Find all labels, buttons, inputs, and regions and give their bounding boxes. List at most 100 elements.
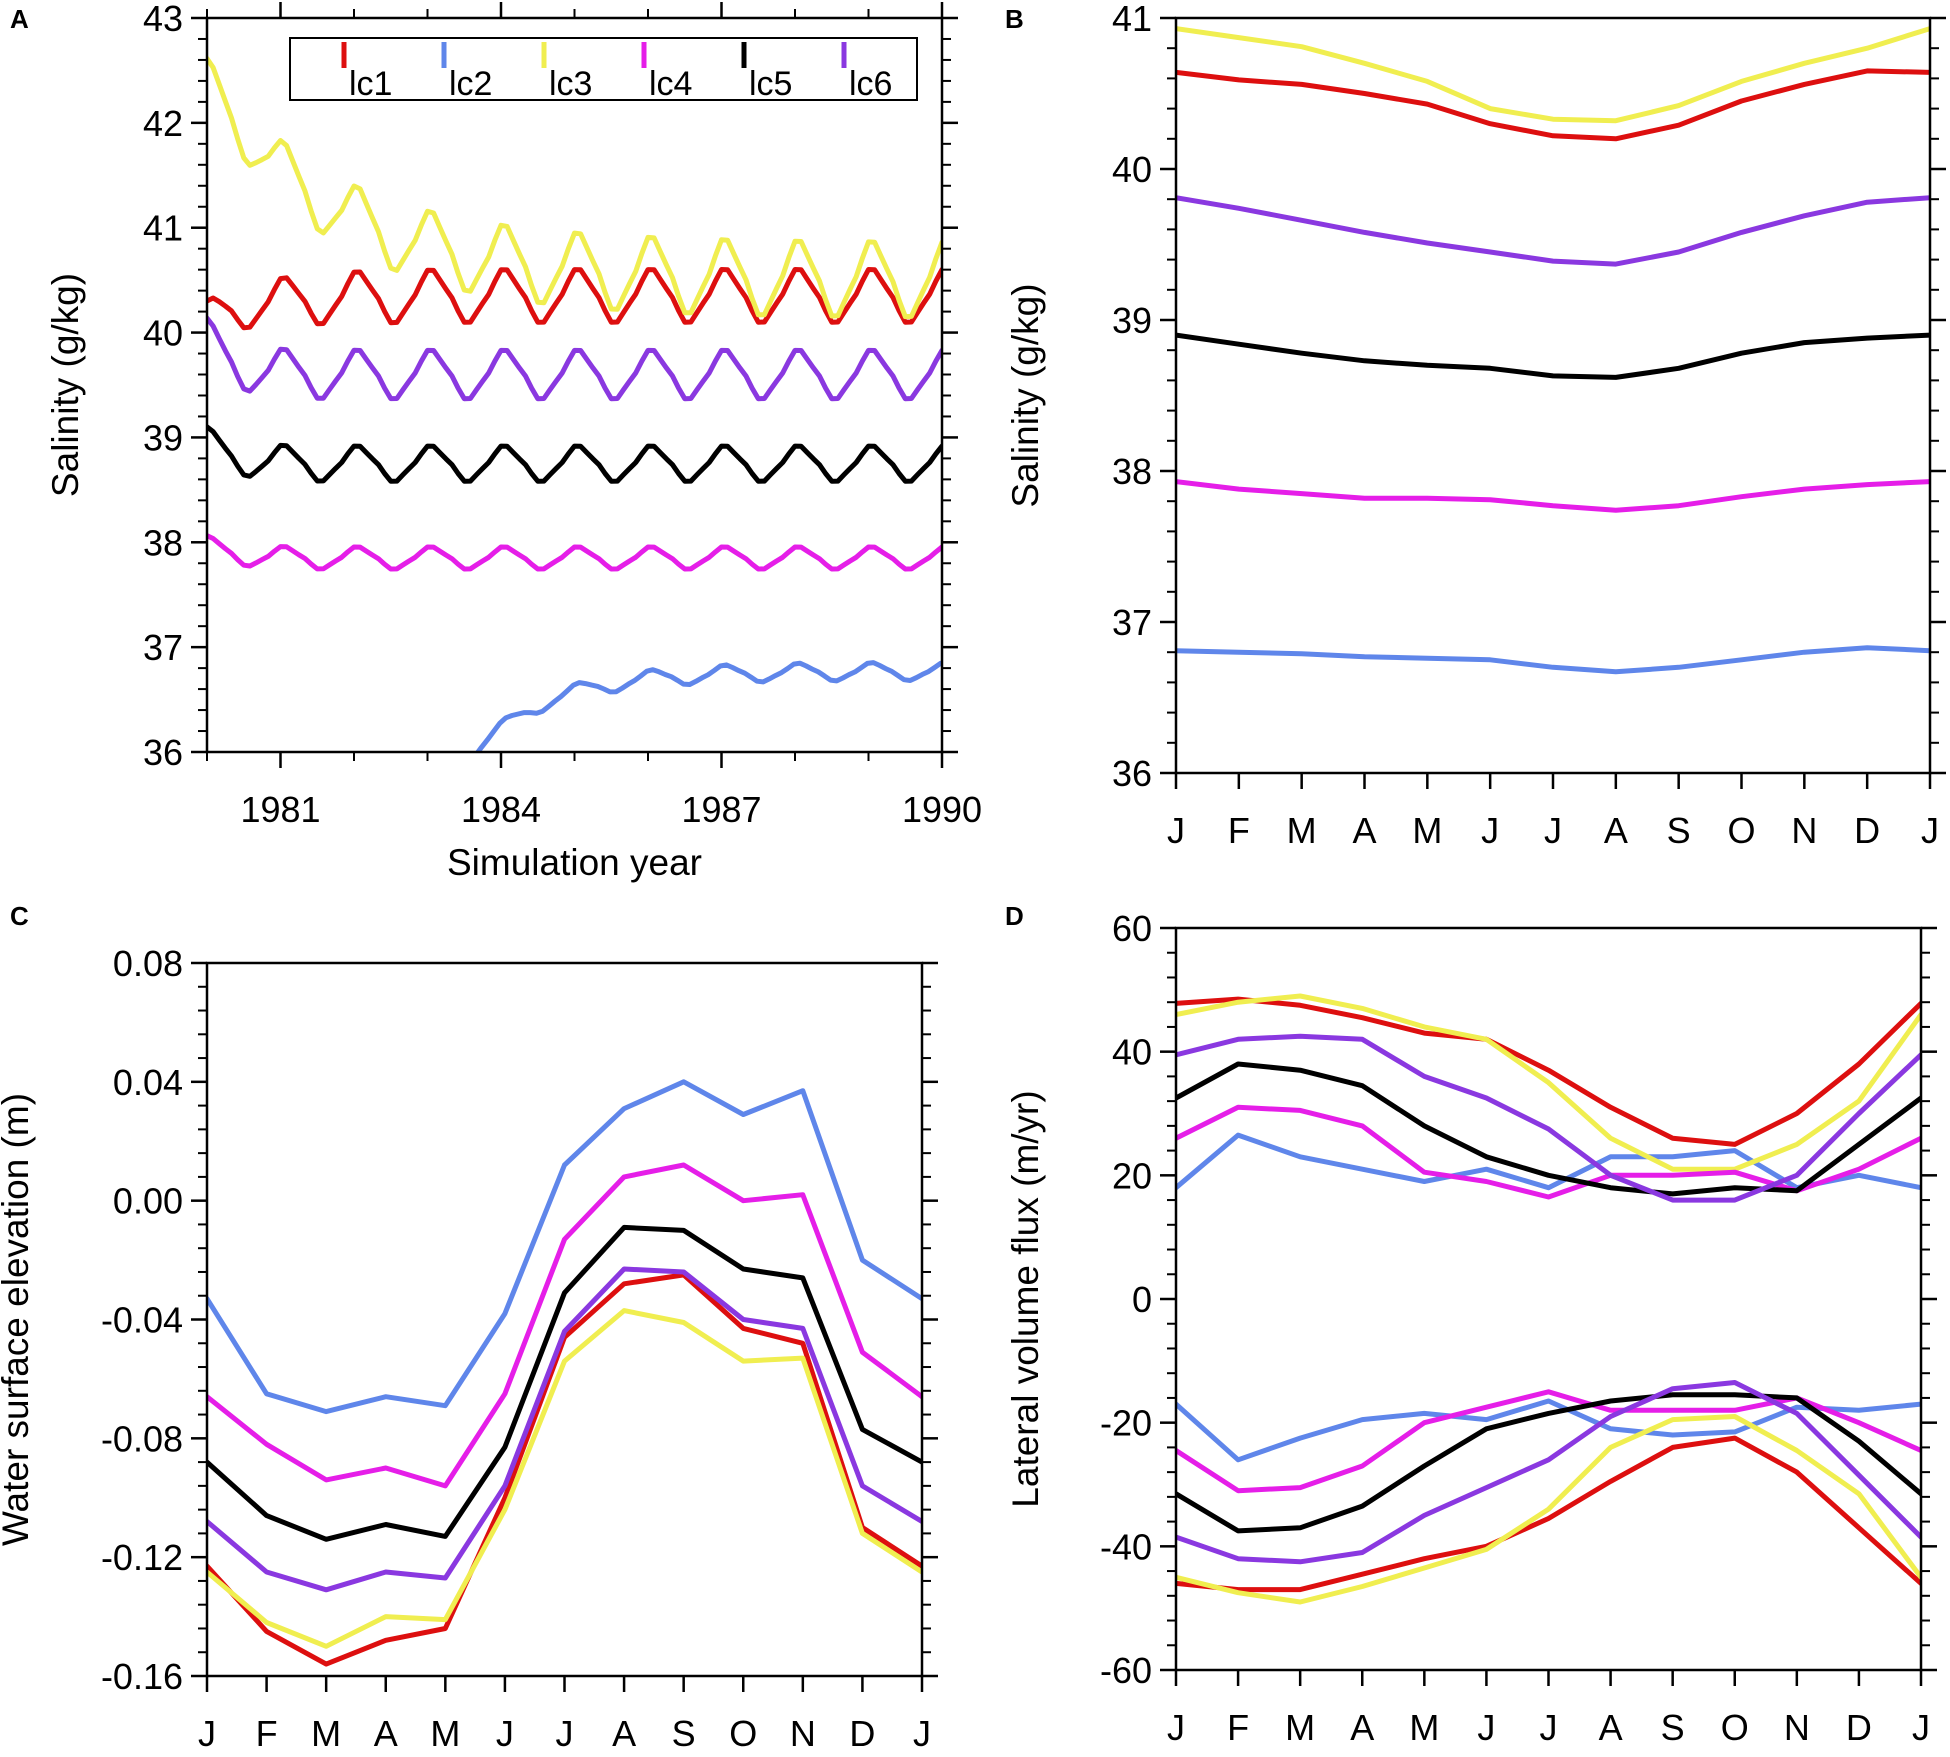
x-tick-label: J bbox=[1167, 1707, 1185, 1748]
legend-label-lc4: lc4 bbox=[649, 65, 692, 103]
y-tick-label: 39 bbox=[1112, 300, 1152, 341]
y-tick-label: 37 bbox=[143, 627, 183, 668]
panel-letter: D bbox=[1005, 901, 1024, 931]
panel-a: A 36 37 38 39 40 41 42 43 1981 1984 1987 1990 Salinit… bbox=[10, 0, 982, 883]
y-tick-label: 38 bbox=[1112, 451, 1152, 492]
y-tick-label: 0.04 bbox=[113, 1062, 183, 1103]
series-group bbox=[207, 56, 942, 752]
x-tick-label: F bbox=[1228, 810, 1250, 851]
legend-label-lc6: lc6 bbox=[849, 65, 892, 103]
x-tick-label: J bbox=[1477, 1707, 1495, 1748]
x-tick-label: D bbox=[1846, 1707, 1872, 1748]
legend-label-lc3: lc3 bbox=[549, 65, 592, 103]
panel-letter: C bbox=[10, 901, 29, 931]
x-tick-label: J bbox=[1540, 1707, 1558, 1748]
x-tick-label: D bbox=[1854, 810, 1880, 851]
legend-label-lc1: lc1 bbox=[349, 65, 392, 103]
y-tick-label: 38 bbox=[143, 522, 183, 563]
x-tick-label: M bbox=[1285, 1707, 1315, 1748]
y-tick-label: 40 bbox=[1112, 149, 1152, 190]
x-tick-label: 1984 bbox=[461, 789, 541, 830]
x-tick-label: J bbox=[913, 1713, 931, 1754]
x-tick-label: O bbox=[1721, 1707, 1749, 1748]
y-tick-label: 0.00 bbox=[113, 1181, 183, 1222]
x-tick-label: M bbox=[1412, 810, 1442, 851]
x-tick-label: 1987 bbox=[681, 789, 761, 830]
series-line-lc1 bbox=[1176, 996, 1921, 1147]
x-tick-label: J bbox=[1544, 810, 1562, 851]
y-axis-title: Salinity (g/kg) bbox=[1005, 283, 1046, 507]
x-tick-label: J bbox=[1921, 810, 1939, 851]
y-tick-label: -0.12 bbox=[101, 1537, 183, 1578]
x-tick-label: 1981 bbox=[240, 789, 320, 830]
y-axis-title: Salinity (g/kg) bbox=[45, 273, 86, 497]
series-line-lc3 bbox=[1176, 1414, 1921, 1605]
x-tick-label: J bbox=[198, 1713, 216, 1754]
x-tick-label: J bbox=[496, 1713, 514, 1754]
legend: lc1 lc2 lc3 lc4 lc5 lc6 bbox=[289, 37, 918, 103]
x-tick-label: D bbox=[849, 1713, 875, 1754]
series-line-lc5 bbox=[1176, 1392, 1921, 1534]
plot-frame bbox=[205, 961, 924, 1678]
x-tick-label: N bbox=[790, 1713, 816, 1754]
plot-frame bbox=[205, 16, 944, 754]
x-tick-label: S bbox=[672, 1713, 696, 1754]
x-tick-label: A bbox=[1599, 1707, 1623, 1748]
y-axis-title: Water surface elevation (m) bbox=[0, 1093, 36, 1546]
series-line-lc3 bbox=[1176, 26, 1930, 124]
y-tick-label: 20 bbox=[1112, 1155, 1152, 1196]
x-tick-label: S bbox=[1667, 810, 1691, 851]
series-line-lc1 bbox=[1176, 1435, 1921, 1593]
series-line-lc4 bbox=[207, 1162, 922, 1489]
x-tick-label: M bbox=[1409, 1707, 1439, 1748]
series-line-lc4 bbox=[1176, 479, 1930, 513]
x-tick-label: J bbox=[1167, 810, 1185, 851]
y-tick-label: 0 bbox=[1132, 1279, 1152, 1320]
series-line-lc4 bbox=[207, 533, 942, 572]
y-tick-label: 42 bbox=[143, 103, 183, 144]
y-tick-label: 36 bbox=[143, 732, 183, 773]
x-tick-label: A bbox=[1604, 810, 1628, 851]
panel-letter: B bbox=[1005, 4, 1024, 34]
x-tick-label: J bbox=[1481, 810, 1499, 851]
y-tick-label: 60 bbox=[1112, 908, 1152, 949]
series-line-lc3 bbox=[207, 56, 942, 320]
series-line-lc5 bbox=[207, 424, 942, 484]
y-tick-label: 36 bbox=[1112, 753, 1152, 794]
x-tick-label: F bbox=[256, 1713, 278, 1754]
y-tick-label: 37 bbox=[1112, 602, 1152, 643]
x-tick-label: A bbox=[1352, 810, 1376, 851]
y-tick-label: -20 bbox=[1100, 1403, 1152, 1444]
panel-c: C-0.16-0.12-0.08-0.040.000.040.08J F M A M J J… bbox=[0, 901, 938, 1754]
series-line-lc6 bbox=[1176, 1380, 1921, 1565]
x-tick-label: M bbox=[311, 1713, 341, 1754]
y-tick-label: -60 bbox=[1100, 1650, 1152, 1691]
series-line-lc5 bbox=[1176, 1061, 1921, 1197]
series-line-lc1 bbox=[207, 267, 942, 331]
series-line-lc6 bbox=[207, 1266, 922, 1593]
y-tick-label: 40 bbox=[1112, 1032, 1152, 1073]
x-tick-label: J bbox=[1912, 1707, 1930, 1748]
legend-label-lc5: lc5 bbox=[749, 65, 792, 103]
series-group bbox=[1176, 993, 1921, 1605]
x-tick-label: J bbox=[556, 1713, 574, 1754]
panel-letter: A bbox=[10, 4, 29, 34]
series-group bbox=[1176, 26, 1930, 675]
x-tick-label: F bbox=[1227, 1707, 1249, 1748]
series-line-lc2 bbox=[207, 1079, 922, 1415]
x-tick-label: N bbox=[1791, 810, 1817, 851]
x-tick-label: S bbox=[1661, 1707, 1685, 1748]
x-tick-label: N bbox=[1784, 1707, 1810, 1748]
legend-label-lc2: lc2 bbox=[449, 65, 492, 103]
x-tick-label: A bbox=[612, 1713, 636, 1754]
y-tick-label: -0.08 bbox=[101, 1418, 183, 1459]
series-line-lc6 bbox=[1176, 1033, 1921, 1203]
series-line-lc5 bbox=[1176, 332, 1930, 380]
x-tick-label: O bbox=[1727, 810, 1755, 851]
series-line-lc2 bbox=[1176, 645, 1930, 675]
x-tick-label: M bbox=[430, 1713, 460, 1754]
y-tick-label: 43 bbox=[143, 0, 183, 39]
